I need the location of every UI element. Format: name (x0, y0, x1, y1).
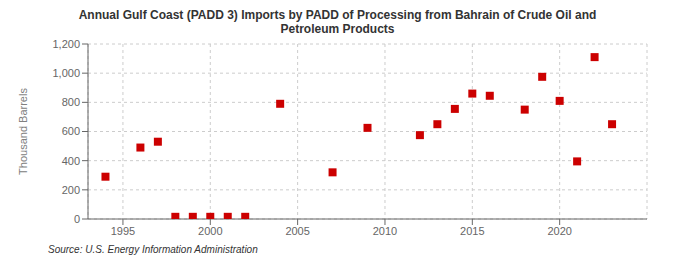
svg-text:800: 800 (62, 96, 80, 108)
svg-text:0: 0 (74, 213, 80, 225)
html-text:Annual Gulf Coast (PADD 3) Imp: Annual Gulf Coast (PADD 3) Imports by PA… (78, 8, 597, 22)
html-text:Source: U.S. Energy Informatio: Source: U.S. Energy Information Administ… (48, 244, 258, 255)
svg-text:Thousand Barrels: Thousand Barrels (17, 88, 29, 175)
svg-text:1,000: 1,000 (52, 67, 80, 79)
svg-text:2010: 2010 (373, 225, 397, 237)
svg-text:400: 400 (62, 155, 80, 167)
svg-text:2015: 2015 (460, 225, 484, 237)
svg-text:600: 600 (62, 125, 80, 137)
svg-text:1,200: 1,200 (52, 38, 80, 50)
html-text:Petroleum Products: Petroleum Products (280, 22, 395, 36)
svg-text:2020: 2020 (547, 225, 571, 237)
svg-text:1995: 1995 (111, 225, 135, 237)
svg-text:2000: 2000 (198, 225, 222, 237)
svg-text:200: 200 (62, 184, 80, 196)
svg-text:2005: 2005 (285, 225, 309, 237)
